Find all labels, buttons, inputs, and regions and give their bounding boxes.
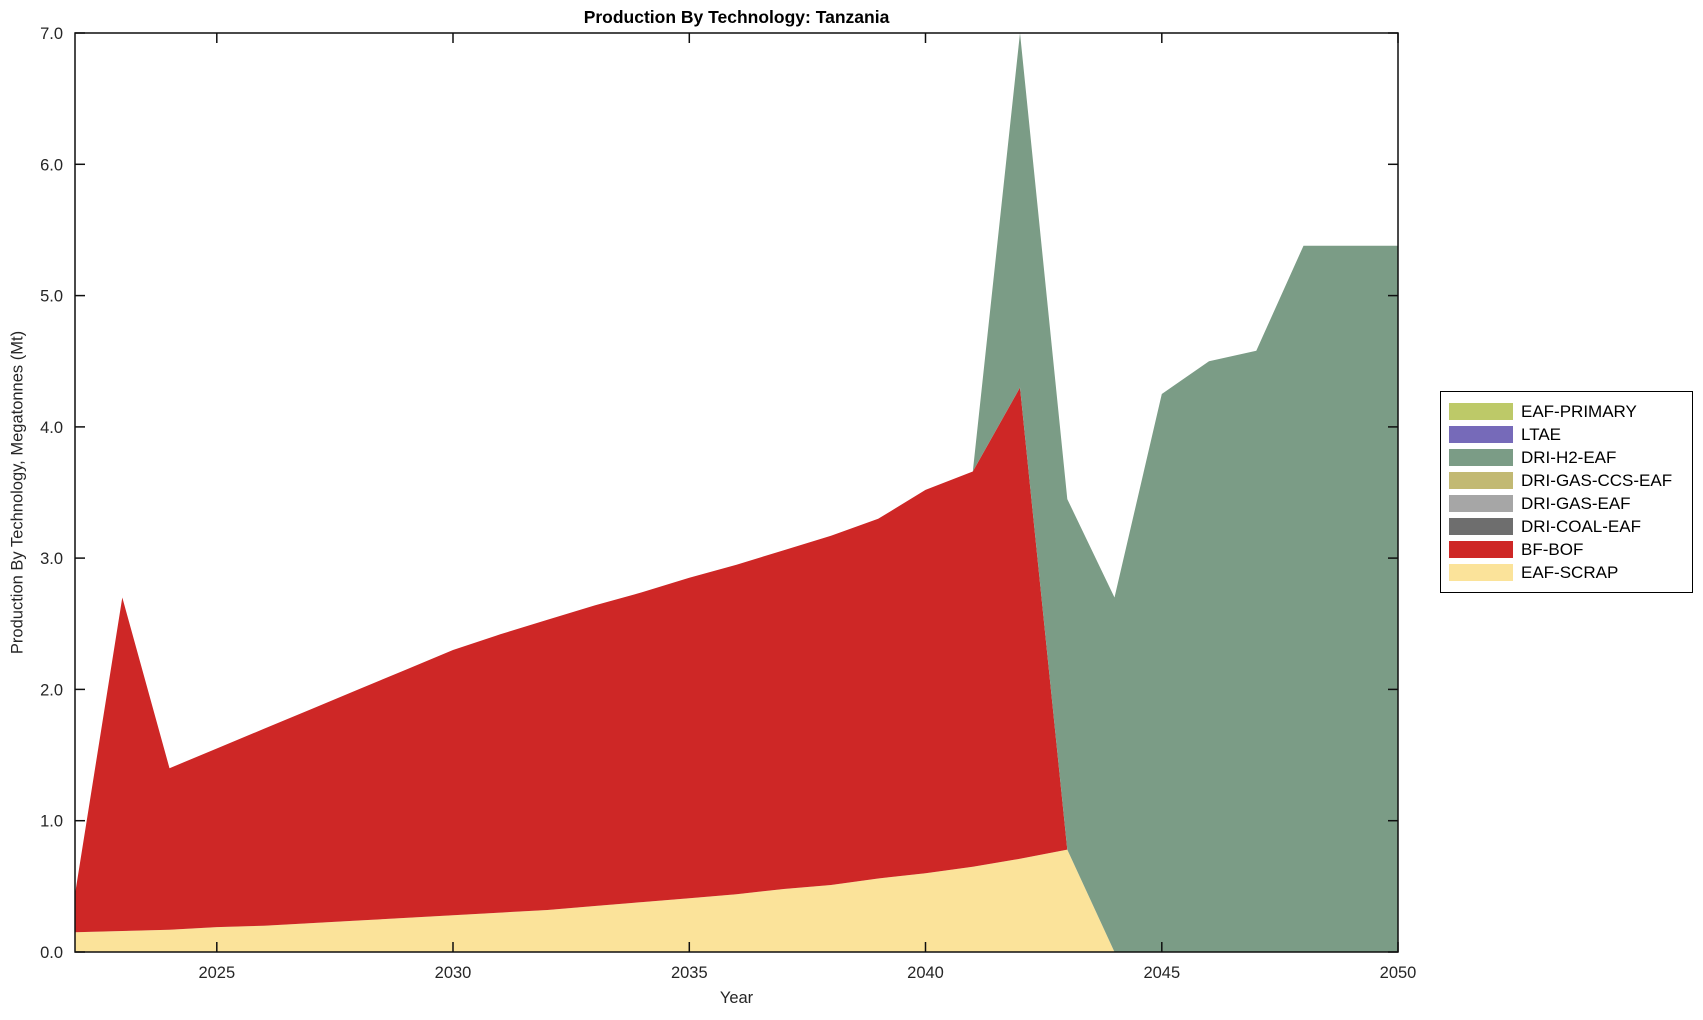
x-tick-label: 2040 xyxy=(907,964,944,982)
legend-label: DRI-GAS-CCS-EAF xyxy=(1521,470,1673,490)
legend-swatch xyxy=(1449,564,1513,581)
chart-title: Production By Technology: Tanzania xyxy=(583,7,890,27)
legend-item: DRI-COAL-EAF xyxy=(1449,515,1692,538)
y-tick-label: 0.0 xyxy=(40,944,63,962)
legend-item: DRI-GAS-CCS-EAF xyxy=(1449,469,1692,492)
area-DRI-H2-EAF xyxy=(75,33,1398,952)
y-tick-label: 6.0 xyxy=(40,156,63,174)
x-tick-label: 2045 xyxy=(1143,964,1180,982)
legend-item: LTAE xyxy=(1449,423,1692,446)
x-axis-label: Year xyxy=(719,989,754,1007)
legend-swatch xyxy=(1449,541,1513,558)
y-tick-label: 3.0 xyxy=(40,550,63,568)
legend-item: EAF-PRIMARY xyxy=(1449,400,1692,423)
x-tick-label: 2035 xyxy=(671,964,708,982)
legend-swatch xyxy=(1449,426,1513,443)
legend-label: EAF-PRIMARY xyxy=(1521,401,1637,421)
legend-item: BF-BOF xyxy=(1449,538,1692,561)
legend-item: DRI-GAS-EAF xyxy=(1449,492,1692,515)
legend-label: DRI-COAL-EAF xyxy=(1521,516,1641,536)
y-tick-label: 2.0 xyxy=(40,681,63,699)
legend-label: DRI-H2-EAF xyxy=(1521,447,1617,467)
legend-item: DRI-H2-EAF xyxy=(1449,446,1692,469)
x-tick-label: 2025 xyxy=(198,964,235,982)
legend-label: DRI-GAS-EAF xyxy=(1521,493,1631,513)
area-BF-BOF xyxy=(75,387,1398,952)
axes-box xyxy=(74,32,1399,953)
legend-swatch xyxy=(1449,495,1513,512)
y-tick-label: 4.0 xyxy=(40,419,63,437)
y-tick-label: 5.0 xyxy=(40,288,63,306)
y-tick-label: 1.0 xyxy=(40,813,63,831)
x-tick-label: 2030 xyxy=(435,964,472,982)
legend-label: EAF-SCRAP xyxy=(1521,562,1619,582)
legend-swatch xyxy=(1449,472,1513,489)
y-tick-label: 7.0 xyxy=(40,25,63,43)
y-axis-label: Production By Technology, Megatonnes (Mt… xyxy=(8,330,27,655)
area-EAF-SCRAP xyxy=(75,849,1398,952)
legend-swatch xyxy=(1449,518,1513,535)
legend-box: EAF-PRIMARY LTAE DRI-H2-EAF DRI-GAS-CCS-EAF… xyxy=(1440,391,1693,593)
legend-item: EAF-SCRAP xyxy=(1449,561,1692,584)
legend-label: BF-BOF xyxy=(1521,539,1584,559)
x-tick-label: 2050 xyxy=(1380,964,1417,982)
legend-swatch xyxy=(1449,403,1513,420)
legend-label: LTAE xyxy=(1521,424,1561,444)
legend-swatch xyxy=(1449,449,1513,466)
